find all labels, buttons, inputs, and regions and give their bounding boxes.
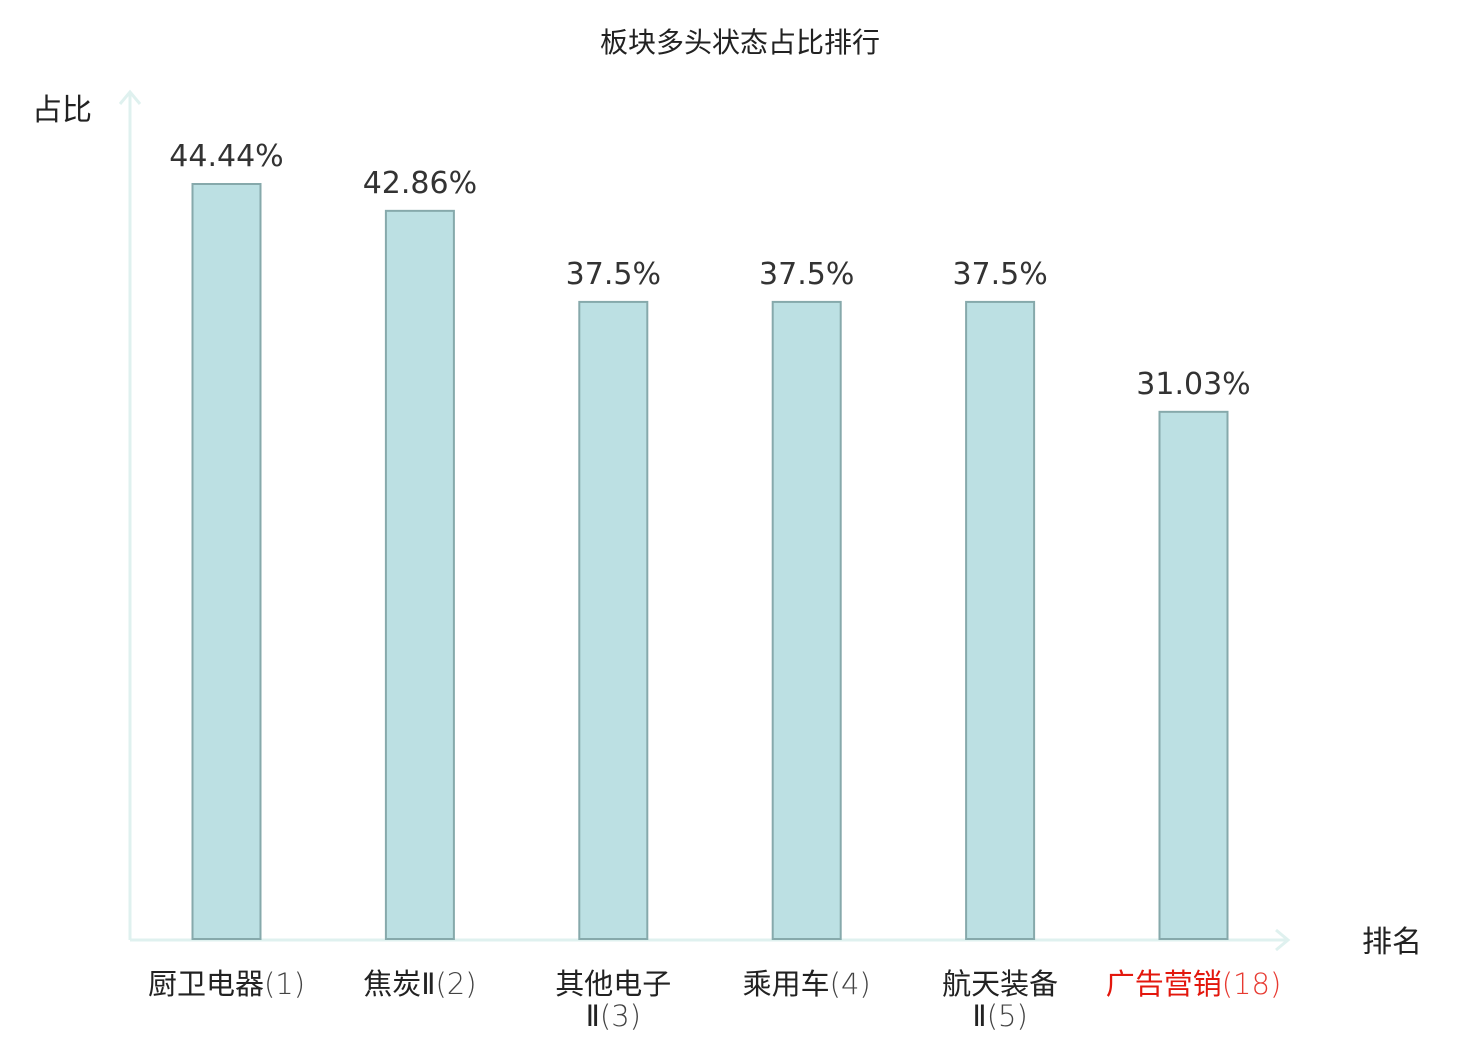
x-tick-rank: (5) (987, 999, 1028, 1033)
x-tick-rank: (18) (1222, 967, 1282, 1001)
x-tick-label: 焦炭Ⅱ(2) (363, 967, 476, 1001)
x-tick-name: 航天装备 (942, 967, 1058, 1001)
chart-title: 板块多头状态占比排行 (600, 26, 880, 59)
bar (578, 300, 649, 940)
x-tick-label: 其他电子 (555, 967, 671, 1001)
x-tick-label-line2: Ⅱ(3) (586, 999, 641, 1033)
bar (384, 209, 455, 940)
x-tick-name-suffix: Ⅱ (972, 999, 986, 1033)
data-label: 44.44% (169, 139, 283, 174)
x-tick-label: 乘用车(4) (743, 967, 871, 1001)
bar (191, 183, 262, 940)
x-axis-title: 排名 (1362, 925, 1422, 960)
data-label: 37.5% (566, 257, 661, 292)
bar (1158, 410, 1229, 941)
x-tick-name: 广告营销 (1106, 967, 1222, 1001)
x-tick-rank: (2) (435, 967, 476, 1001)
x-tick-name: 焦炭Ⅱ (363, 967, 435, 1001)
bars-group: 44.44%厨卫电器(1)42.86%焦炭Ⅱ(2)37.5%其他电子Ⅱ(3)37… (148, 139, 1281, 1033)
y-axis-arrow-icon (118, 89, 142, 105)
bar (771, 300, 842, 940)
x-tick-rank: (4) (830, 967, 871, 1001)
data-label: 37.5% (952, 257, 1047, 292)
bar (965, 300, 1036, 940)
x-tick-name: 其他电子 (555, 967, 671, 1001)
x-axis-arrow-icon (1275, 928, 1291, 952)
x-tick-label: 广告营销(18) (1106, 967, 1282, 1001)
data-label: 31.03% (1136, 367, 1250, 402)
x-tick-name: 乘用车 (743, 967, 830, 1001)
x-tick-label: 厨卫电器(1) (148, 967, 305, 1001)
x-tick-name-suffix: Ⅱ (586, 999, 600, 1033)
x-tick-name: 厨卫电器 (148, 967, 264, 1001)
x-tick-rank: (3) (600, 999, 641, 1033)
data-label: 42.86% (363, 166, 477, 201)
x-tick-rank: (1) (264, 967, 305, 1001)
x-tick-label-line2: Ⅱ(5) (972, 999, 1027, 1033)
x-tick-label: 航天装备 (942, 967, 1058, 1001)
data-label: 37.5% (759, 257, 854, 292)
y-axis-title: 占比 (32, 93, 92, 128)
